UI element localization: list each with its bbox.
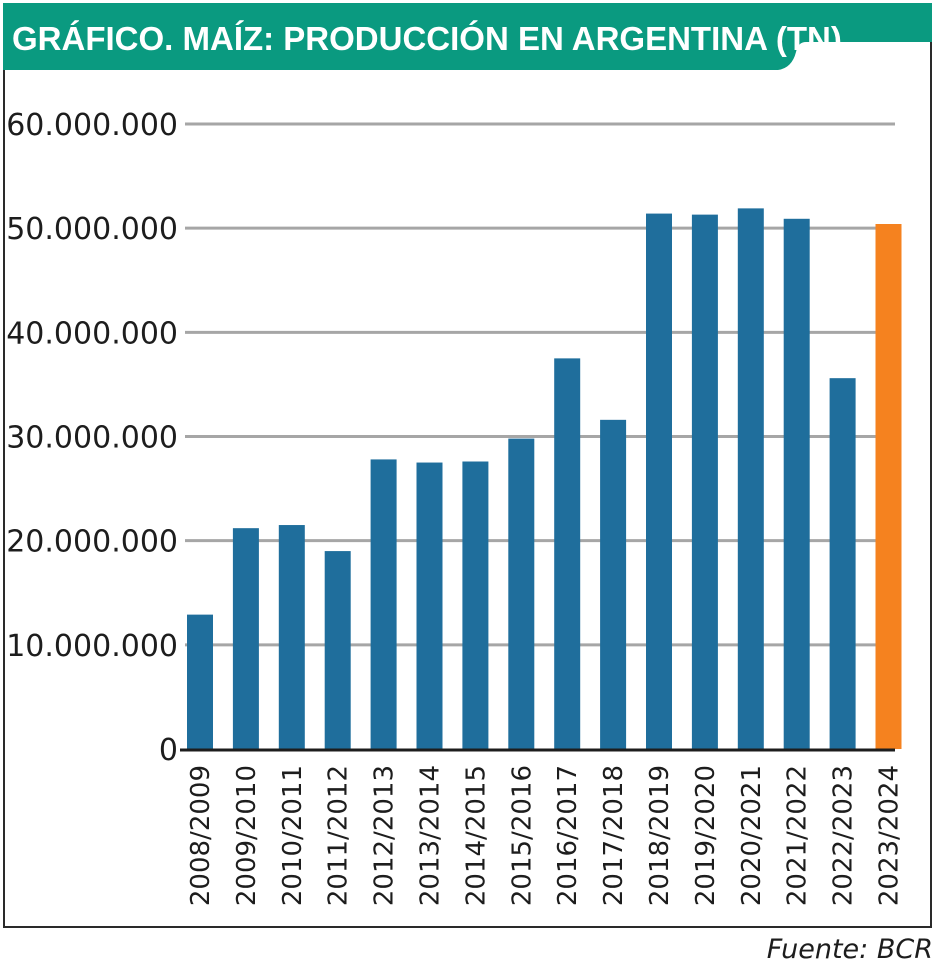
source-note: Fuente: BCR — [766, 934, 933, 965]
x-tick-label: 2010/2011 — [278, 765, 308, 906]
x-tick-label: 2018/2019 — [645, 765, 675, 906]
y-tick-label: 50.000.000 — [6, 212, 178, 247]
title-banner — [3, 3, 932, 70]
bar-2021-2022 — [783, 218, 810, 749]
bar-2013-2014 — [416, 462, 443, 749]
x-tick-label: 2014/2015 — [461, 765, 491, 906]
y-tick-label: 60.000.000 — [6, 108, 178, 143]
x-tick-label: 2023/2024 — [875, 765, 905, 906]
bar-2019-2020 — [691, 214, 718, 749]
x-tick-label: 2016/2017 — [553, 765, 583, 906]
x-tick-label: 2021/2022 — [783, 765, 813, 906]
bar-2018-2019 — [646, 213, 672, 750]
chart-title: GRÁFICO. MAÍZ: PRODUCCIÓN EN ARGENTINA (… — [12, 20, 842, 57]
bar-2020-2021 — [737, 208, 764, 749]
bar-2017-2018 — [600, 419, 627, 749]
bar-2016-2017 — [554, 358, 581, 749]
bar-2008-2009 — [187, 614, 213, 749]
y-tick-label: 0 — [159, 733, 178, 768]
x-tick-label: 2015/2016 — [507, 765, 537, 906]
bar-2015-2016 — [508, 438, 535, 749]
x-tick-label: 2019/2020 — [691, 765, 721, 906]
y-tick-label: 20.000.000 — [6, 525, 178, 560]
x-tick-label: 2022/2023 — [829, 765, 859, 906]
x-tick-label: 2013/2014 — [416, 765, 446, 906]
bar-2010-2011 — [278, 525, 305, 749]
x-tick-label: 2020/2021 — [737, 765, 767, 906]
bar-2009-2010 — [232, 528, 259, 749]
x-tick-label: 2008/2009 — [186, 765, 216, 906]
bar-2022-2023 — [829, 378, 856, 749]
y-tick-label: 40.000.000 — [6, 316, 178, 351]
y-tick-label: 10.000.000 — [6, 629, 178, 664]
x-tick-label: 2017/2018 — [599, 765, 629, 906]
bar-2012-2013 — [370, 459, 397, 749]
x-tick-label: 2011/2012 — [324, 765, 354, 906]
y-tick-label: 30.000.000 — [6, 421, 178, 456]
x-tick-label: 2012/2013 — [370, 765, 400, 906]
x-tick-label: 2009/2010 — [232, 765, 262, 906]
bar-2023-2024 — [875, 224, 902, 749]
bar-2014-2015 — [462, 461, 489, 749]
bar-2011-2012 — [324, 551, 351, 749]
